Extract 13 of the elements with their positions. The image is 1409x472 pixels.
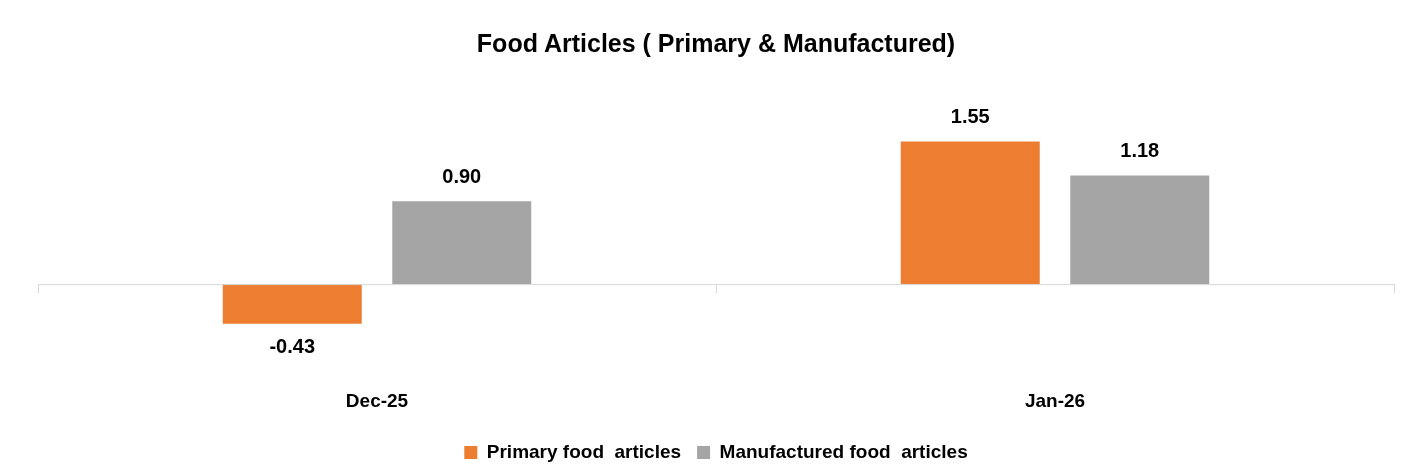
bar	[222, 284, 362, 324]
data-label: -0.43	[269, 335, 316, 358]
data-label: 1.55	[950, 104, 990, 127]
bar	[1070, 175, 1210, 285]
legend-label: Primary food articles	[486, 440, 682, 462]
data-label: 1.18	[1120, 139, 1160, 162]
legend-label: Manufactured food articles	[719, 440, 968, 462]
chart-title: Food Articles ( Primary & Manufactured)	[476, 28, 956, 57]
bar	[392, 201, 532, 285]
bar	[900, 141, 1040, 285]
data-label: 0.90	[442, 164, 482, 187]
x-tick-label: Jan-26	[1024, 389, 1086, 411]
x-tick-label: Dec-25	[345, 389, 409, 411]
